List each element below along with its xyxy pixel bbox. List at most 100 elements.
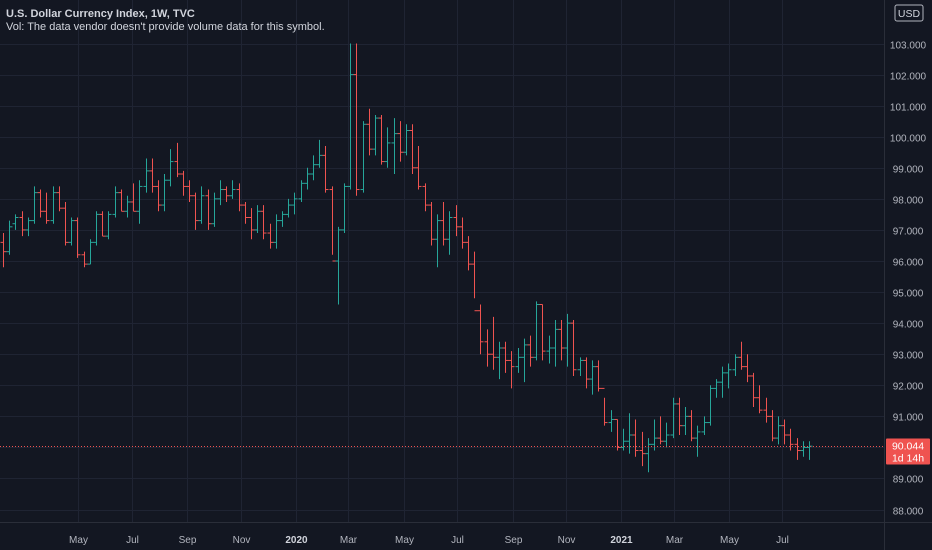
- ohlc-bar: [552, 320, 559, 367]
- ohlc-bar: [211, 192, 218, 227]
- ohlc-bar: [595, 360, 602, 392]
- currency-badge[interactable]: USD: [894, 4, 924, 22]
- price-tick-label: 100.000: [890, 134, 927, 145]
- grid: [0, 0, 884, 522]
- ohlc-bar: [378, 114, 385, 165]
- ohlc-bar: [763, 397, 770, 423]
- time-tick-label: Jul: [451, 535, 464, 546]
- last-price-marker-bg: [886, 438, 930, 465]
- last-price-value: 90.044: [892, 441, 924, 453]
- ohlc-bar: [632, 419, 639, 457]
- ohlc-bar: [484, 329, 491, 367]
- price-tick-label: 101.000: [890, 103, 927, 114]
- ohlc-bar: [254, 205, 261, 234]
- time-tick-label: May: [69, 535, 88, 546]
- ohlc-bar: [521, 338, 528, 383]
- ohlc-bar: [775, 416, 782, 445]
- ohlc-bar: [539, 304, 546, 361]
- ohlc-bar: [248, 208, 255, 240]
- ohlc-bar: [459, 217, 466, 249]
- ohlc-bar: [74, 217, 81, 258]
- price-tick-label: 91.000: [893, 413, 924, 424]
- ohlc-bar: [335, 226, 342, 305]
- ohlc-bar: [527, 335, 534, 367]
- ohlc-bar: [130, 183, 137, 212]
- ohlc-bar: [316, 139, 323, 168]
- price-tick-label: 102.000: [890, 72, 927, 83]
- ohlc-bar: [787, 428, 794, 451]
- ohlc-bar: [0, 233, 7, 268]
- ohlc-bar: [645, 438, 652, 473]
- ohlc-bar: [589, 360, 596, 395]
- ohlc-bar: [291, 192, 298, 215]
- ohlc-bar: [564, 313, 571, 367]
- ohlc-bar: [713, 379, 720, 398]
- ohlc-bar: [124, 195, 131, 218]
- time-tick-label: 2020: [285, 535, 308, 546]
- ohlc-bar: [105, 211, 112, 240]
- price-tick-label: 92.000: [893, 382, 924, 393]
- ohlc-bar: [657, 416, 664, 445]
- ohlc-bar: [620, 428, 627, 451]
- bar-countdown: 1d 14h: [892, 453, 924, 465]
- volume-note: Vol: The data vendor doesn't provide vol…: [6, 21, 325, 33]
- ohlc-bar: [118, 189, 125, 212]
- ohlc-bar: [428, 201, 435, 246]
- ohlc-bar: [577, 357, 584, 376]
- ohlc-bar: [279, 211, 286, 227]
- time-axis[interactable]: May Jul Sep Nov 2020 Mar May Jul Sep Nov 2021 Mar Ma…: [69, 535, 789, 546]
- ohlc-bar: [651, 419, 658, 451]
- ohlc-bar: [453, 205, 460, 237]
- ohlc-bar: [639, 431, 646, 467]
- ohlc-bar: [794, 438, 801, 460]
- symbol-title[interactable]: U.S. Dollar Currency Index, 1W, TVC: [6, 8, 195, 20]
- ohlc-bar: [707, 385, 714, 426]
- price-tick-label: 98.000: [893, 196, 924, 207]
- ohlc-bar: [663, 422, 670, 448]
- ohlc-bar: [19, 211, 26, 237]
- price-tick-label: 97.000: [893, 227, 924, 238]
- ohlc-bar: [267, 223, 274, 249]
- ohlc-bar: [701, 416, 708, 435]
- ohlc-bar: [682, 407, 689, 435]
- ohlc-bar: [490, 316, 497, 370]
- ohlc-bar: [465, 236, 472, 271]
- ohlc-bar: [409, 124, 416, 174]
- ohlc-bar: [688, 410, 695, 442]
- ohlc-bar: [366, 108, 373, 156]
- ohlc-bar: [384, 127, 391, 168]
- price-tick-label: 88.000: [893, 507, 924, 518]
- ohlc-bar: [738, 341, 745, 370]
- ohlc-bar: [149, 158, 156, 193]
- ohlc-bar: [180, 170, 187, 196]
- ohlc-bar: [62, 201, 69, 246]
- ohlc-bar: [112, 186, 119, 218]
- ohlc-bar: [800, 441, 807, 457]
- ohlc-bar: [304, 167, 311, 190]
- ohlc-bar: [285, 198, 292, 218]
- time-tick-label: Mar: [666, 535, 684, 546]
- ohlc-bar: [750, 372, 757, 408]
- ohlc-bar: [87, 239, 94, 265]
- ohlc-bar: [477, 304, 484, 355]
- time-tick-label: Mar: [340, 535, 358, 546]
- ohlc-bar: [626, 413, 633, 454]
- ohlc-bar: [719, 366, 726, 398]
- ohlc-bar: [676, 397, 683, 435]
- ohlc-bars: [0, 43, 813, 473]
- time-tick-label: Sep: [505, 535, 523, 546]
- price-tick-label: 103.000: [890, 41, 927, 52]
- ohlc-bar: [570, 320, 577, 376]
- ohlc-bar: [223, 186, 230, 202]
- ohlc-bar: [93, 211, 100, 246]
- ohlc-bar: [329, 186, 336, 262]
- ohlc-bar: [403, 124, 410, 156]
- ohlc-bar: [608, 410, 615, 432]
- ohlc-bar: [391, 118, 398, 174]
- ohlc-bar: [322, 146, 329, 193]
- ohlc-bar: [583, 357, 590, 389]
- ohlc-bar: [415, 146, 422, 190]
